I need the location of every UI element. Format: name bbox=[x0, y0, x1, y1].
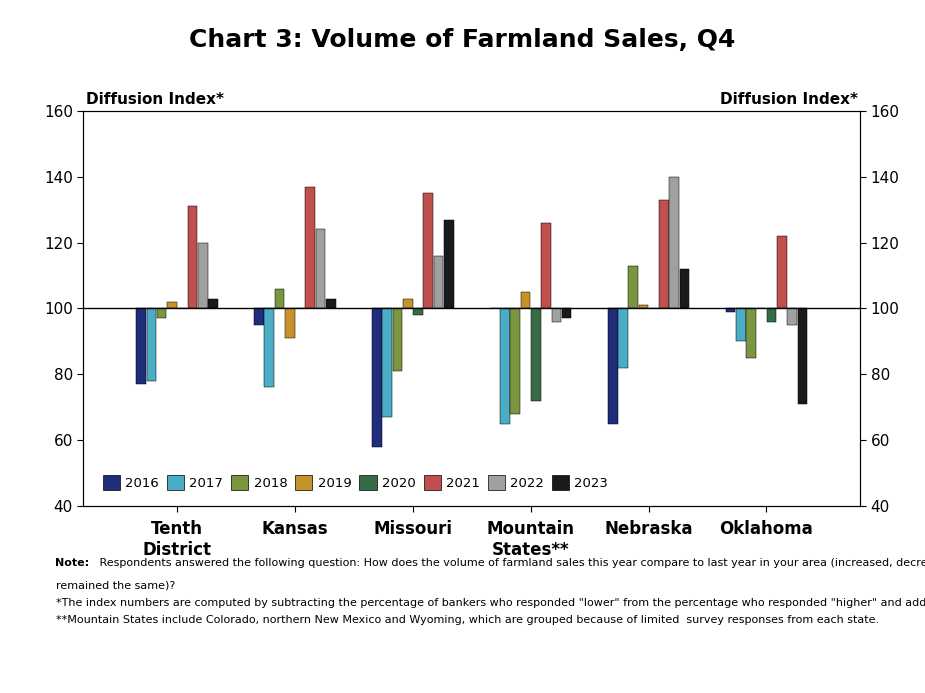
Text: Chart 3: Volume of Farmland Sales, Q4: Chart 3: Volume of Farmland Sales, Q4 bbox=[190, 28, 735, 52]
Bar bbox=[767, 308, 776, 322]
Text: remained the same)?: remained the same)? bbox=[56, 581, 175, 590]
Legend: 2016, 2017, 2018, 2019, 2020, 2021, 2022, 2023: 2016, 2017, 2018, 2019, 2020, 2021, 2022… bbox=[98, 470, 613, 495]
Bar bbox=[618, 308, 628, 367]
Bar bbox=[444, 220, 453, 308]
Bar bbox=[521, 292, 530, 308]
Bar bbox=[500, 308, 510, 423]
Bar bbox=[561, 308, 572, 318]
Bar bbox=[198, 243, 207, 308]
Text: *The index numbers are computed by subtracting the percentage of bankers who res: *The index numbers are computed by subtr… bbox=[56, 598, 925, 608]
Bar bbox=[531, 308, 540, 401]
Bar bbox=[188, 207, 197, 308]
Text: Note:: Note: bbox=[56, 558, 90, 568]
Bar bbox=[787, 308, 797, 325]
Bar bbox=[146, 308, 156, 381]
Bar bbox=[638, 305, 648, 308]
Bar bbox=[265, 308, 274, 387]
Bar bbox=[315, 229, 326, 308]
Bar bbox=[777, 236, 786, 308]
Bar bbox=[746, 308, 756, 358]
Bar bbox=[254, 308, 264, 325]
Text: **Mountain States include Colorado, northern New Mexico and Wyoming, which are g: **Mountain States include Colorado, nort… bbox=[56, 615, 879, 625]
Bar bbox=[275, 288, 284, 308]
Bar bbox=[628, 265, 638, 308]
Bar bbox=[608, 308, 618, 423]
Bar bbox=[285, 308, 295, 338]
Bar bbox=[305, 186, 315, 308]
Bar bbox=[157, 308, 166, 318]
Text: Respondents answered the following question: How does the volume of farmland sal: Respondents answered the following quest… bbox=[96, 558, 925, 568]
Bar bbox=[136, 308, 146, 384]
Bar bbox=[511, 308, 520, 414]
Bar bbox=[372, 308, 382, 447]
Bar bbox=[736, 308, 746, 342]
Bar bbox=[434, 256, 443, 308]
Bar bbox=[167, 302, 177, 308]
Bar bbox=[726, 308, 735, 312]
Bar bbox=[424, 193, 433, 308]
Bar bbox=[208, 299, 217, 308]
Bar bbox=[382, 308, 392, 417]
Text: Diffusion Index*: Diffusion Index* bbox=[720, 92, 857, 107]
Bar bbox=[670, 177, 679, 308]
Bar bbox=[660, 200, 669, 308]
Text: Diffusion Index*: Diffusion Index* bbox=[86, 92, 224, 107]
Bar bbox=[392, 308, 402, 371]
Bar bbox=[413, 308, 423, 315]
Bar bbox=[551, 308, 561, 322]
Bar bbox=[326, 299, 336, 308]
Bar bbox=[541, 222, 551, 308]
Bar bbox=[403, 299, 413, 308]
Bar bbox=[797, 308, 808, 404]
Bar bbox=[680, 269, 689, 308]
